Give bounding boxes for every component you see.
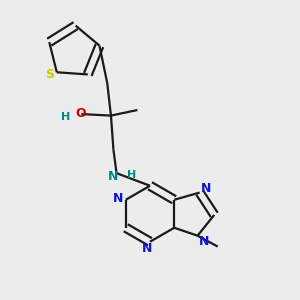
Text: H: H xyxy=(127,170,136,180)
Text: N: N xyxy=(201,182,212,195)
Text: H: H xyxy=(61,112,70,122)
Text: N: N xyxy=(108,170,118,183)
Text: N: N xyxy=(112,192,123,205)
Text: S: S xyxy=(46,68,55,81)
Text: N: N xyxy=(142,242,152,255)
Text: O: O xyxy=(76,106,86,120)
Text: N: N xyxy=(199,235,210,248)
